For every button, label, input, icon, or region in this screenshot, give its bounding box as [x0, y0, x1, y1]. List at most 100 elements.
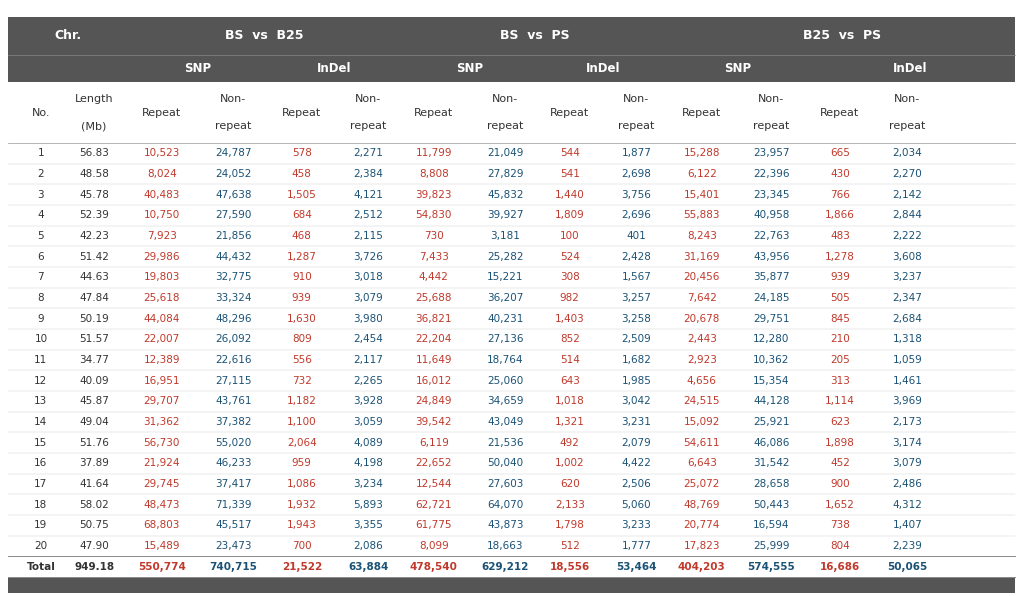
Text: 3,969: 3,969: [892, 396, 923, 406]
Text: Non-: Non-: [623, 94, 650, 104]
Text: 53,464: 53,464: [616, 561, 657, 572]
Text: 12,389: 12,389: [143, 355, 180, 365]
Text: 71,339: 71,339: [215, 499, 252, 510]
Text: 6,119: 6,119: [418, 437, 449, 448]
Text: 3,928: 3,928: [353, 396, 384, 406]
Text: 45.87: 45.87: [79, 396, 109, 406]
Text: Repeat: Repeat: [142, 108, 181, 117]
Text: 25,999: 25,999: [753, 541, 790, 551]
Text: 730: 730: [424, 231, 444, 241]
Text: 11,649: 11,649: [415, 355, 452, 365]
Text: 25,072: 25,072: [683, 479, 720, 489]
Text: 1,461: 1,461: [892, 375, 923, 386]
Text: 15,221: 15,221: [487, 272, 524, 283]
Text: 54,611: 54,611: [683, 437, 720, 448]
Text: Repeat: Repeat: [282, 108, 321, 117]
Text: 32,775: 32,775: [215, 272, 252, 283]
Text: 12,544: 12,544: [415, 479, 452, 489]
Text: 15,401: 15,401: [683, 190, 720, 200]
Text: 100: 100: [560, 231, 580, 241]
Text: 910: 910: [292, 272, 312, 283]
Text: 56,730: 56,730: [143, 437, 180, 448]
Text: InDel: InDel: [586, 62, 621, 75]
Text: 1,318: 1,318: [892, 334, 923, 344]
Text: 56.83: 56.83: [79, 148, 109, 159]
Text: 643: 643: [560, 375, 580, 386]
Text: 2,064: 2,064: [286, 437, 317, 448]
Text: 43,049: 43,049: [487, 417, 524, 427]
Text: 39,823: 39,823: [415, 190, 452, 200]
Text: 29,751: 29,751: [753, 313, 790, 324]
Text: 22,204: 22,204: [415, 334, 452, 344]
Text: 483: 483: [830, 231, 850, 241]
Text: 31,542: 31,542: [753, 458, 790, 468]
Text: 2,079: 2,079: [621, 437, 652, 448]
Text: 959: 959: [292, 458, 312, 468]
Text: 2,454: 2,454: [353, 334, 384, 344]
Text: 4,422: 4,422: [621, 458, 652, 468]
Text: 2,844: 2,844: [892, 210, 923, 221]
Text: 2,115: 2,115: [353, 231, 384, 241]
Text: 27,115: 27,115: [215, 375, 252, 386]
Text: 732: 732: [292, 375, 312, 386]
Text: 1,321: 1,321: [554, 417, 585, 427]
Text: 2,512: 2,512: [353, 210, 384, 221]
Text: 15,354: 15,354: [753, 375, 790, 386]
Text: 2,698: 2,698: [621, 169, 652, 179]
Text: 574,555: 574,555: [748, 561, 795, 572]
Text: 40,958: 40,958: [753, 210, 790, 221]
Text: BS  vs  B25: BS vs B25: [225, 29, 304, 42]
Text: 541: 541: [560, 169, 580, 179]
Text: 8,099: 8,099: [418, 541, 449, 551]
Text: 42.23: 42.23: [79, 231, 109, 241]
Text: 29,707: 29,707: [143, 396, 180, 406]
Text: 401: 401: [626, 231, 647, 241]
Text: 54,830: 54,830: [415, 210, 452, 221]
Text: 4,089: 4,089: [353, 437, 384, 448]
Text: 48.58: 48.58: [79, 169, 109, 179]
Text: 949.18: 949.18: [74, 561, 115, 572]
Text: 8,243: 8,243: [686, 231, 717, 241]
Text: 514: 514: [560, 355, 580, 365]
Text: 1,002: 1,002: [555, 458, 584, 468]
Text: 46,086: 46,086: [753, 437, 790, 448]
Text: 44,084: 44,084: [143, 313, 180, 324]
Text: 620: 620: [560, 479, 580, 489]
Text: 37.89: 37.89: [79, 458, 109, 468]
Text: 809: 809: [292, 334, 312, 344]
Text: 1,403: 1,403: [554, 313, 585, 324]
Text: 2,486: 2,486: [892, 479, 923, 489]
Text: 39,542: 39,542: [415, 417, 452, 427]
Text: 1,652: 1,652: [825, 499, 855, 510]
Text: 15: 15: [35, 437, 47, 448]
Text: 982: 982: [560, 293, 580, 303]
Text: 44,432: 44,432: [215, 252, 252, 262]
Text: 24,515: 24,515: [683, 396, 720, 406]
Text: 7,433: 7,433: [418, 252, 449, 262]
Text: 3,233: 3,233: [621, 520, 652, 530]
Text: 738: 738: [830, 520, 850, 530]
Text: 27,590: 27,590: [215, 210, 252, 221]
Text: 64,070: 64,070: [487, 499, 524, 510]
Text: 458: 458: [292, 169, 312, 179]
Text: 25,921: 25,921: [753, 417, 790, 427]
Text: 22,007: 22,007: [143, 334, 180, 344]
Text: 804: 804: [830, 541, 850, 551]
Text: 16: 16: [35, 458, 47, 468]
Text: 3: 3: [38, 190, 44, 200]
Text: 845: 845: [830, 313, 850, 324]
Text: InDel: InDel: [317, 62, 352, 75]
Text: 39,927: 39,927: [487, 210, 524, 221]
Text: 36,821: 36,821: [415, 313, 452, 324]
Text: 2,923: 2,923: [686, 355, 717, 365]
Text: Total: Total: [27, 561, 55, 572]
Text: 10,523: 10,523: [143, 148, 180, 159]
Text: Non-: Non-: [355, 94, 382, 104]
Text: SNP: SNP: [723, 62, 751, 75]
Text: 48,296: 48,296: [215, 313, 252, 324]
Text: 1,567: 1,567: [621, 272, 652, 283]
Text: 3,726: 3,726: [353, 252, 384, 262]
Text: 44.63: 44.63: [79, 272, 109, 283]
Text: 665: 665: [830, 148, 850, 159]
Text: 58.02: 58.02: [79, 499, 109, 510]
